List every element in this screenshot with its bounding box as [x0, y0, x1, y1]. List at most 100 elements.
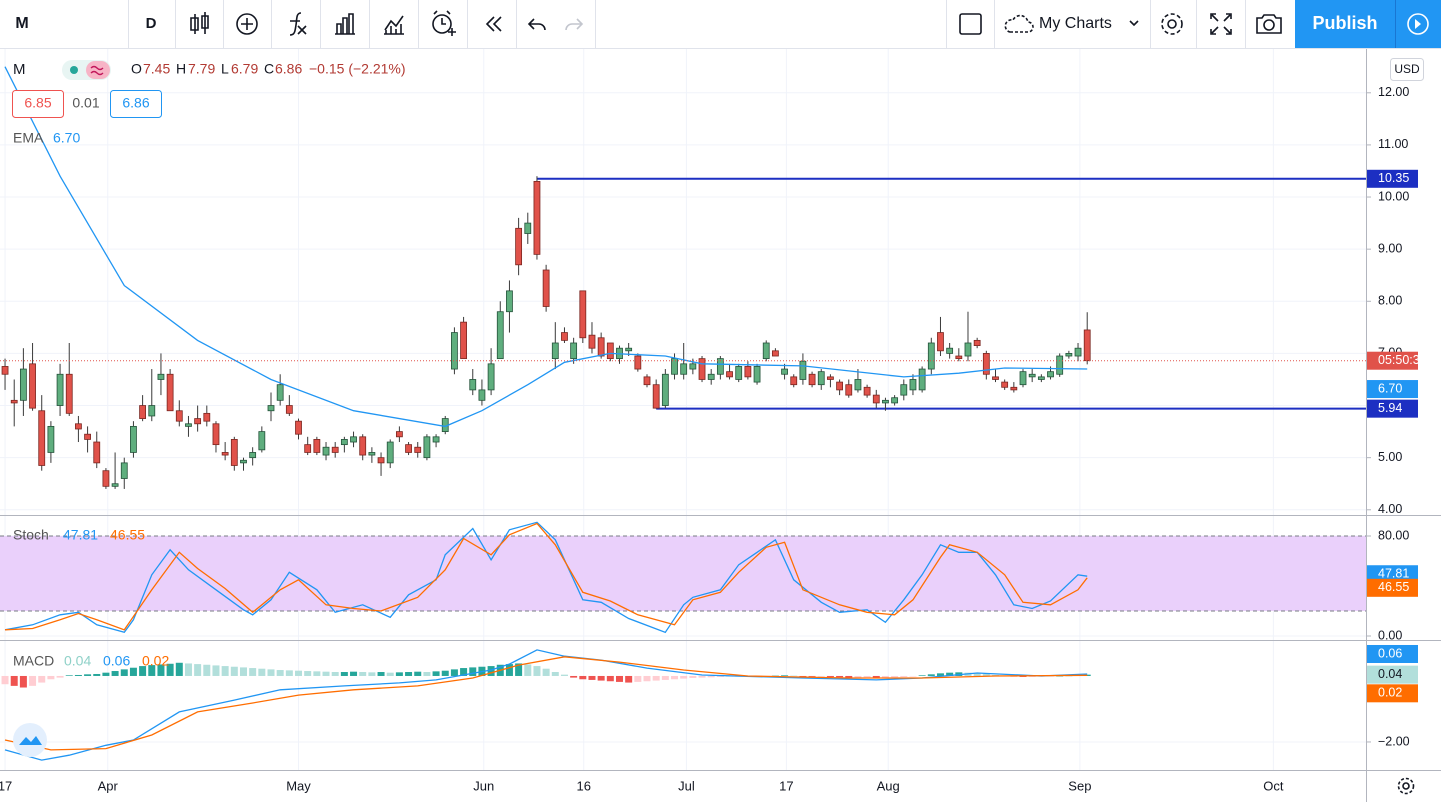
templates-icon[interactable] [335, 13, 355, 35]
macd-histogram-bar [377, 672, 385, 676]
currency-box[interactable] [1390, 58, 1424, 81]
candle-body [276, 384, 284, 401]
dropdown-caret[interactable] [1129, 20, 1139, 27]
play-icon[interactable] [1407, 13, 1429, 35]
symbol-button[interactable]: M [15, 15, 28, 32]
candle-body [84, 433, 91, 440]
ask-value[interactable]: 6.86 [122, 95, 149, 111]
alert-icon[interactable] [432, 10, 456, 36]
candle-style-icon[interactable] [190, 12, 209, 34]
macd-histogram-bar [157, 664, 165, 676]
macd-histogram-bar [982, 673, 990, 676]
macd-histogram-bar [643, 675, 651, 682]
candle-body [285, 405, 293, 414]
macd-histogram-bar [515, 663, 523, 676]
publish-label[interactable]: Publish [1312, 13, 1377, 33]
candle-body [992, 376, 999, 380]
stoch-k-value: 47.81 [63, 527, 98, 543]
stoch-legend-name: Stoch [13, 527, 49, 543]
macd-histogram-bar [38, 675, 46, 683]
candle-body [872, 394, 880, 404]
macd-histogram-bar [1, 675, 9, 685]
candle-body [340, 439, 348, 446]
undo-icon[interactable] [527, 18, 546, 31]
candle-body [606, 342, 614, 360]
candle-body [588, 334, 596, 349]
macd-histogram-bar [129, 667, 137, 676]
candle-body [1010, 386, 1018, 391]
candle-body [817, 371, 825, 386]
candle-body [698, 358, 706, 380]
bid-value[interactable]: 6.85 [24, 95, 51, 111]
candle-body [1083, 329, 1091, 362]
candle-body [542, 269, 550, 307]
candle-body [946, 347, 954, 354]
candle-body [47, 425, 55, 453]
candle-body [331, 446, 339, 453]
publish-button[interactable] [1295, 0, 1395, 48]
level-label: 5.94 [1378, 401, 1402, 415]
candle-body [927, 342, 935, 370]
candle-body [716, 358, 724, 375]
macd-histogram-bar [395, 672, 403, 676]
change-value: −0.15 (−2.21%) [309, 61, 406, 77]
my-charts-button[interactable]: My Charts [1039, 15, 1112, 32]
macd-signal-value: 0.02 [142, 653, 169, 669]
macd-histogram-bar [781, 675, 789, 676]
macd-histogram-bar [487, 666, 495, 676]
ask-box[interactable] [110, 90, 162, 118]
indicator-line [4, 521, 1088, 634]
candle-body [982, 353, 990, 375]
macd-histogram-bar [350, 671, 358, 676]
candle-body [295, 420, 302, 435]
indicators-icon[interactable] [289, 12, 307, 36]
macd-histogram-bar [799, 675, 807, 677]
currency-label[interactable]: USD [1394, 62, 1420, 76]
x-tick-label: 17 [779, 778, 793, 793]
candle-body [579, 290, 587, 339]
axis-settings-icon[interactable] [1397, 777, 1415, 795]
macd-histogram-bar [386, 672, 394, 676]
candle-body [671, 358, 678, 375]
macd-histogram-bar [606, 675, 614, 682]
ema-legend-value: 6.70 [53, 130, 80, 146]
macd-histogram-bar [689, 675, 697, 678]
macd-histogram-bar [1028, 675, 1036, 677]
macd-histogram-bar [588, 675, 596, 680]
candle-body [139, 405, 147, 419]
settings-icon[interactable] [1161, 13, 1183, 35]
candle-body [249, 452, 257, 459]
fullscreen-icon[interactable] [1210, 13, 1232, 35]
candle-body [661, 373, 669, 406]
candle-body [753, 366, 761, 383]
candle-body [423, 436, 431, 459]
indicator-line [4, 522, 1088, 631]
candle-body [120, 462, 128, 479]
compare-icon[interactable] [236, 13, 258, 35]
compare-chart-icon[interactable] [384, 15, 404, 35]
y-tick-label: 11.00 [1378, 137, 1408, 151]
candle-body [900, 384, 908, 396]
candle-body [735, 366, 743, 380]
macd-histogram-bar [56, 675, 64, 678]
bid-box[interactable] [12, 90, 64, 118]
candle-body [221, 452, 229, 456]
x-tick-label: Apr [98, 778, 119, 793]
layout-icon[interactable] [959, 13, 982, 35]
candle-body [386, 441, 394, 464]
interval-button[interactable]: D [146, 15, 157, 32]
candle-body [322, 446, 330, 456]
candle-body [350, 436, 357, 443]
snapshot-icon[interactable] [1256, 14, 1282, 34]
play-triangle [1415, 19, 1421, 29]
macd-histogram-bar [10, 675, 18, 686]
candle-body [836, 381, 843, 391]
macd-histogram-bar [221, 666, 229, 676]
redo-icon[interactable] [565, 18, 584, 31]
macd-histogram-bar [441, 670, 449, 676]
stoch-box [1367, 578, 1418, 597]
x-tick-label: Jun [473, 778, 494, 793]
macd-histogram-bar [304, 671, 312, 676]
mark-layer [0, 66, 1366, 761]
replay-icon[interactable] [485, 16, 502, 32]
